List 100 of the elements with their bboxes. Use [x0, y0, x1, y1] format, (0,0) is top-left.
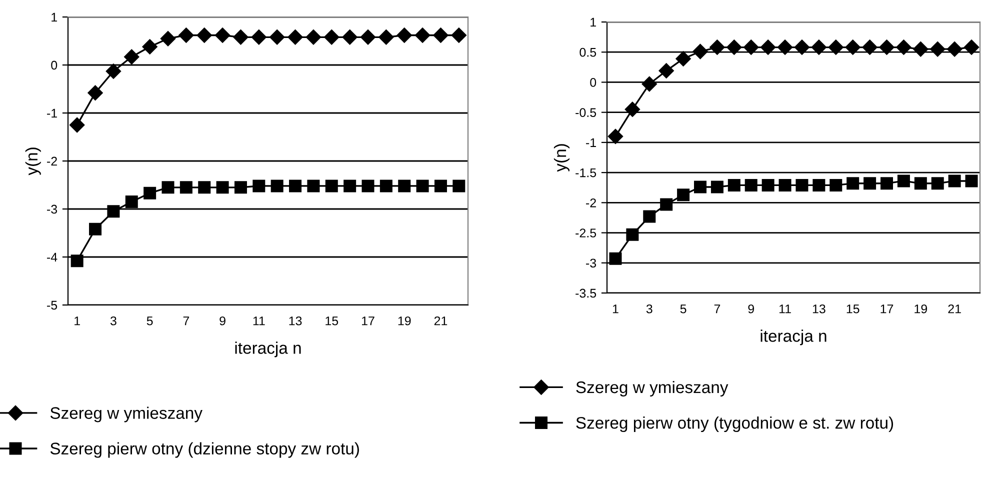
- point: [658, 63, 674, 78]
- point: [380, 180, 392, 192]
- point: [965, 174, 978, 188]
- x-tick-label: 9: [220, 316, 226, 326]
- point: [233, 30, 248, 45]
- x-tick-label: 21: [434, 316, 448, 326]
- y-tick-label: -4: [47, 252, 58, 262]
- y-tick-label: -2: [586, 198, 596, 208]
- x-tick-label: 7: [183, 316, 190, 326]
- point: [879, 40, 894, 55]
- point: [306, 30, 322, 45]
- x-tick-label: 15: [326, 316, 338, 326]
- x-tick-label: 19: [914, 304, 928, 314]
- point: [643, 210, 656, 223]
- point: [216, 181, 229, 194]
- point: [416, 180, 429, 192]
- x-tick-label: 5: [146, 316, 153, 326]
- point: [846, 177, 860, 190]
- point: [864, 177, 876, 190]
- point: [608, 128, 624, 144]
- point: [252, 180, 266, 192]
- point: [434, 180, 447, 192]
- point: [897, 174, 910, 188]
- point: [812, 178, 826, 192]
- y-tick-label: -3: [47, 204, 58, 214]
- y-tick-label: -3: [586, 258, 596, 268]
- point: [948, 174, 961, 188]
- y-tick-label: -2.5: [576, 228, 596, 238]
- x-tick-label: 15: [846, 304, 860, 314]
- x-tick-label: 5: [680, 304, 686, 314]
- y-tick-label: -5: [47, 300, 58, 310]
- legend-label: Szereg w ymieszany: [576, 380, 728, 397]
- point: [794, 40, 810, 55]
- point: [744, 178, 758, 192]
- point: [896, 40, 912, 55]
- point: [70, 117, 85, 133]
- point: [777, 40, 793, 55]
- point: [88, 85, 103, 100]
- point: [676, 51, 691, 66]
- point: [107, 205, 120, 218]
- point: [760, 40, 776, 55]
- x-tick-label: 1: [612, 304, 618, 314]
- point: [624, 102, 640, 117]
- point: [89, 222, 102, 236]
- y-tick-label: 0: [590, 78, 596, 87]
- point: [414, 28, 430, 43]
- x-tick-label: 7: [714, 304, 720, 314]
- point: [288, 30, 303, 45]
- point: [160, 31, 176, 46]
- point: [845, 40, 860, 55]
- point: [930, 42, 946, 57]
- point: [396, 28, 412, 43]
- x-tick-label: 3: [646, 304, 652, 314]
- x-tick-label: 11: [779, 304, 791, 314]
- point: [931, 177, 944, 190]
- point: [862, 40, 878, 55]
- point: [828, 40, 844, 55]
- x-tick-label: 21: [948, 304, 961, 314]
- point: [811, 40, 826, 55]
- point: [144, 186, 156, 200]
- point: [324, 30, 340, 45]
- point: [125, 196, 138, 208]
- legend-label: Szereg pierw otny (tygodniow e st. zw rotu): [576, 416, 894, 432]
- point: [880, 177, 893, 190]
- point: [626, 228, 639, 241]
- legend-label: Szereg w ymieszany: [50, 406, 202, 422]
- x-tick-label: 9: [748, 304, 754, 314]
- point: [360, 30, 376, 45]
- point: [362, 180, 374, 192]
- point: [778, 178, 792, 192]
- point: [913, 42, 928, 57]
- point: [178, 28, 194, 43]
- point: [609, 252, 622, 265]
- point: [451, 28, 466, 43]
- point: [692, 44, 708, 60]
- point: [710, 180, 724, 194]
- x-axis-title: iteracja n: [235, 342, 301, 358]
- point: [744, 40, 759, 55]
- point: [270, 30, 285, 45]
- point: [398, 180, 411, 192]
- x-tick-label: 13: [289, 316, 302, 326]
- point: [947, 42, 962, 57]
- point: [70, 254, 84, 268]
- y-tick-label: -1: [586, 138, 596, 147]
- y-tick-label: -2: [47, 156, 57, 166]
- point: [796, 178, 808, 192]
- point: [710, 40, 725, 55]
- point: [106, 64, 122, 79]
- y-tick-label: -0.5: [576, 108, 596, 117]
- point: [694, 180, 706, 194]
- y-axis-title: y(n): [25, 148, 41, 176]
- point: [378, 30, 394, 45]
- point: [342, 30, 358, 45]
- x-tick-label: 1: [74, 316, 80, 326]
- y-tick-label: 0.5: [580, 48, 596, 57]
- point: [307, 180, 320, 192]
- x-tick-label: 3: [110, 316, 116, 326]
- x-tick-label: 11: [253, 316, 265, 326]
- point: [762, 178, 774, 192]
- point: [198, 181, 211, 194]
